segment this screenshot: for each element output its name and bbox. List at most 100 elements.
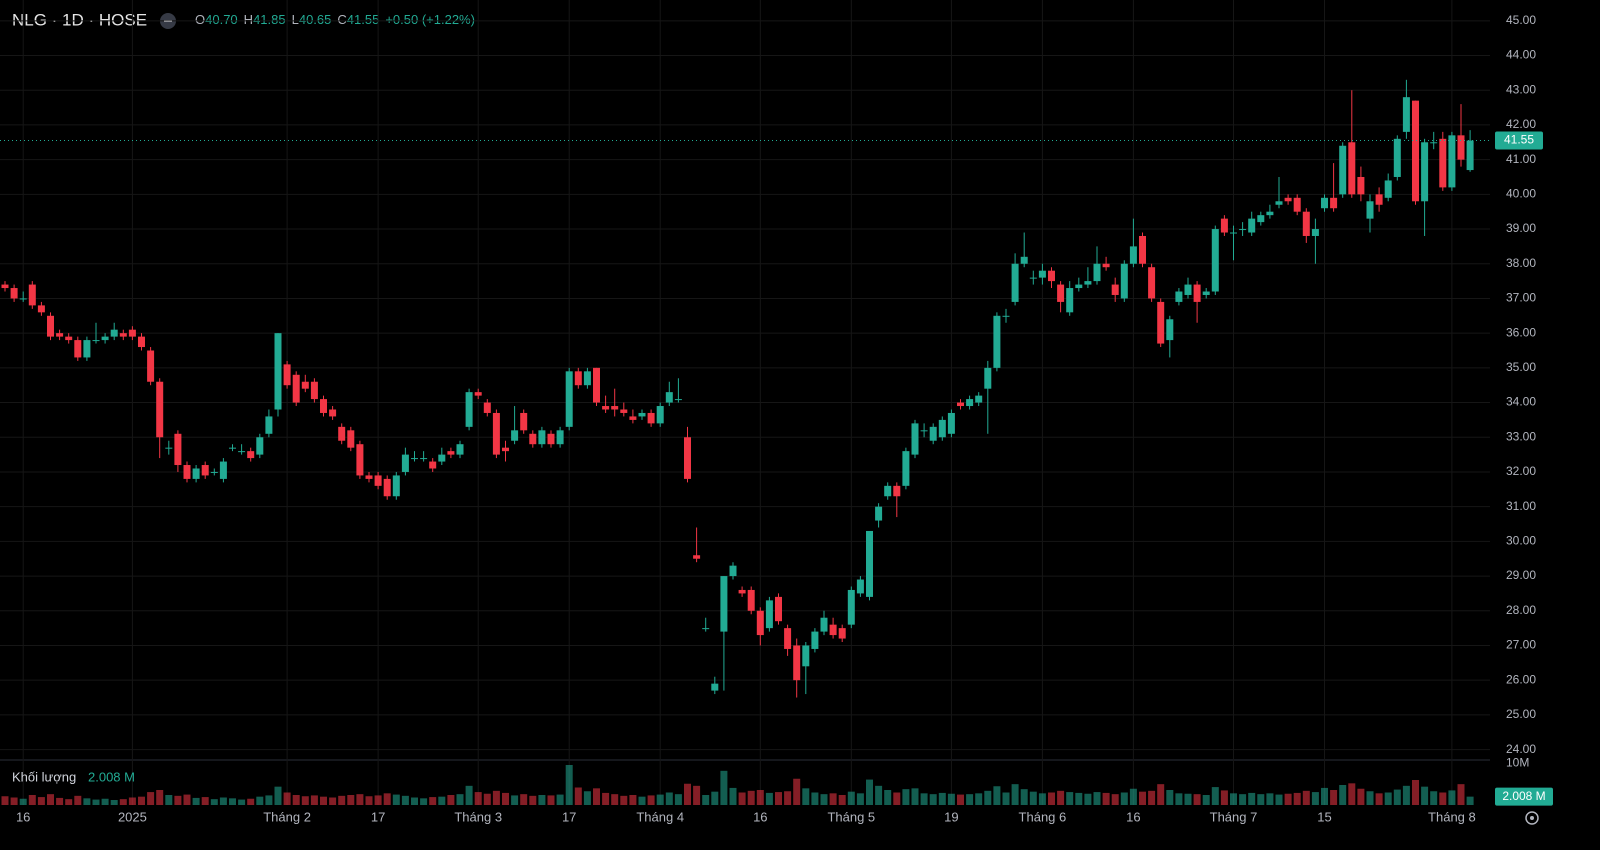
volume-bar <box>975 793 983 805</box>
candle-body <box>1339 145 1347 195</box>
y-tick-label: 40.00 <box>1506 187 1536 201</box>
volume-bar <box>1466 796 1474 805</box>
candle-body <box>1257 215 1265 223</box>
volume-bar <box>920 793 928 805</box>
y-tick-label: 27.00 <box>1506 638 1536 652</box>
candle-body <box>1184 284 1192 295</box>
volume-bar <box>1202 795 1210 805</box>
volume-bar <box>574 787 582 805</box>
volume-legend-name: Khối lượng <box>12 769 76 784</box>
x-tick-label: 15 <box>1317 809 1331 824</box>
candle-body <box>720 576 728 632</box>
volume-bar <box>447 795 455 805</box>
candle-body <box>929 426 937 441</box>
candle-body <box>638 412 646 417</box>
volume-bar <box>465 785 473 805</box>
volume-bar <box>83 798 91 805</box>
volume-bar <box>1220 790 1228 805</box>
candle-body <box>583 371 591 386</box>
volume-bar <box>1093 792 1101 805</box>
candle-body <box>756 610 764 636</box>
candle-body <box>1284 197 1292 202</box>
volume-bar <box>92 799 100 805</box>
volume-bar <box>538 795 546 805</box>
candle-body <box>1148 267 1156 299</box>
volume-bar <box>647 795 655 805</box>
volume-bar <box>483 793 491 805</box>
volume-bar <box>1193 794 1201 805</box>
volume-legend-value: 2.008 M <box>88 769 135 784</box>
candle-body <box>1048 270 1055 282</box>
candle-body <box>947 412 955 434</box>
y-tick-label: 25.00 <box>1506 707 1536 721</box>
volume-bar <box>1148 790 1156 805</box>
candle-body <box>975 395 983 403</box>
volume-bar <box>165 795 173 805</box>
candle-body <box>110 329 118 337</box>
settings-icon[interactable] <box>1525 811 1539 825</box>
volume-bar <box>684 783 691 805</box>
y-tick-label: 31.00 <box>1506 499 1536 513</box>
candle-body <box>574 371 582 386</box>
volume-bar <box>656 794 664 805</box>
volume-bar <box>1330 790 1338 805</box>
candle-body <box>593 367 600 403</box>
volume-bar <box>729 787 737 805</box>
y-tick-label: 34.00 <box>1506 395 1536 409</box>
volume-bar <box>265 795 273 805</box>
y-tick-label: 33.00 <box>1506 429 1536 443</box>
ohlc-label: H <box>244 12 253 27</box>
symbol[interactable]: NLG · 1D · HOSE <box>12 10 147 29</box>
volume-bar <box>28 795 36 805</box>
candle-body <box>693 555 701 559</box>
candle-body <box>502 447 509 452</box>
candle-body <box>238 451 246 453</box>
y-tick-label: 37.00 <box>1506 291 1536 305</box>
y-tick-label: 30.00 <box>1506 534 1536 548</box>
candle-body <box>1321 197 1328 209</box>
candle-body <box>320 399 327 413</box>
volume-bar <box>110 800 118 805</box>
candle-body <box>674 399 682 401</box>
candle-body <box>165 447 173 449</box>
candle-body <box>884 485 892 497</box>
candle-body <box>1402 97 1410 132</box>
candle-body <box>711 683 719 691</box>
candle-body <box>356 444 364 476</box>
volume-bar <box>674 794 682 805</box>
candle-body <box>775 596 782 622</box>
volume-bar <box>492 790 500 805</box>
volume-bar <box>1230 793 1237 805</box>
y-tick-label: 35.00 <box>1506 360 1536 374</box>
volume-bar <box>1293 792 1301 805</box>
x-tick-label: Tháng 3 <box>454 809 502 824</box>
volume-bar <box>365 796 373 805</box>
volume-bar <box>1412 780 1419 805</box>
volume-bar <box>411 797 418 805</box>
candle-body <box>1393 138 1401 177</box>
volume-bar <box>183 794 191 805</box>
candle-body <box>1412 100 1419 202</box>
candle-body <box>1202 291 1210 295</box>
volume-bar <box>320 796 327 805</box>
volume-bar <box>620 795 628 805</box>
volume-tick-label: 10M <box>1506 756 1529 770</box>
volume-bar <box>383 793 391 805</box>
x-tick-label: 17 <box>371 809 385 824</box>
x-tick-label: 2025 <box>118 809 147 824</box>
candle-body <box>201 465 209 476</box>
volume-bar <box>765 792 773 805</box>
candle-body <box>1239 229 1247 231</box>
volume-bar <box>893 792 901 805</box>
ohlc-value: 41.85 <box>253 12 286 27</box>
candle-body <box>993 315 1001 368</box>
candle-body <box>1038 270 1046 278</box>
candle-body <box>411 458 418 460</box>
volume-bar <box>347 795 355 805</box>
candle-body <box>456 444 464 455</box>
candle-body <box>984 367 992 389</box>
candle-body <box>829 624 837 636</box>
volume-bar <box>1102 792 1110 805</box>
candle-body <box>1211 229 1219 292</box>
